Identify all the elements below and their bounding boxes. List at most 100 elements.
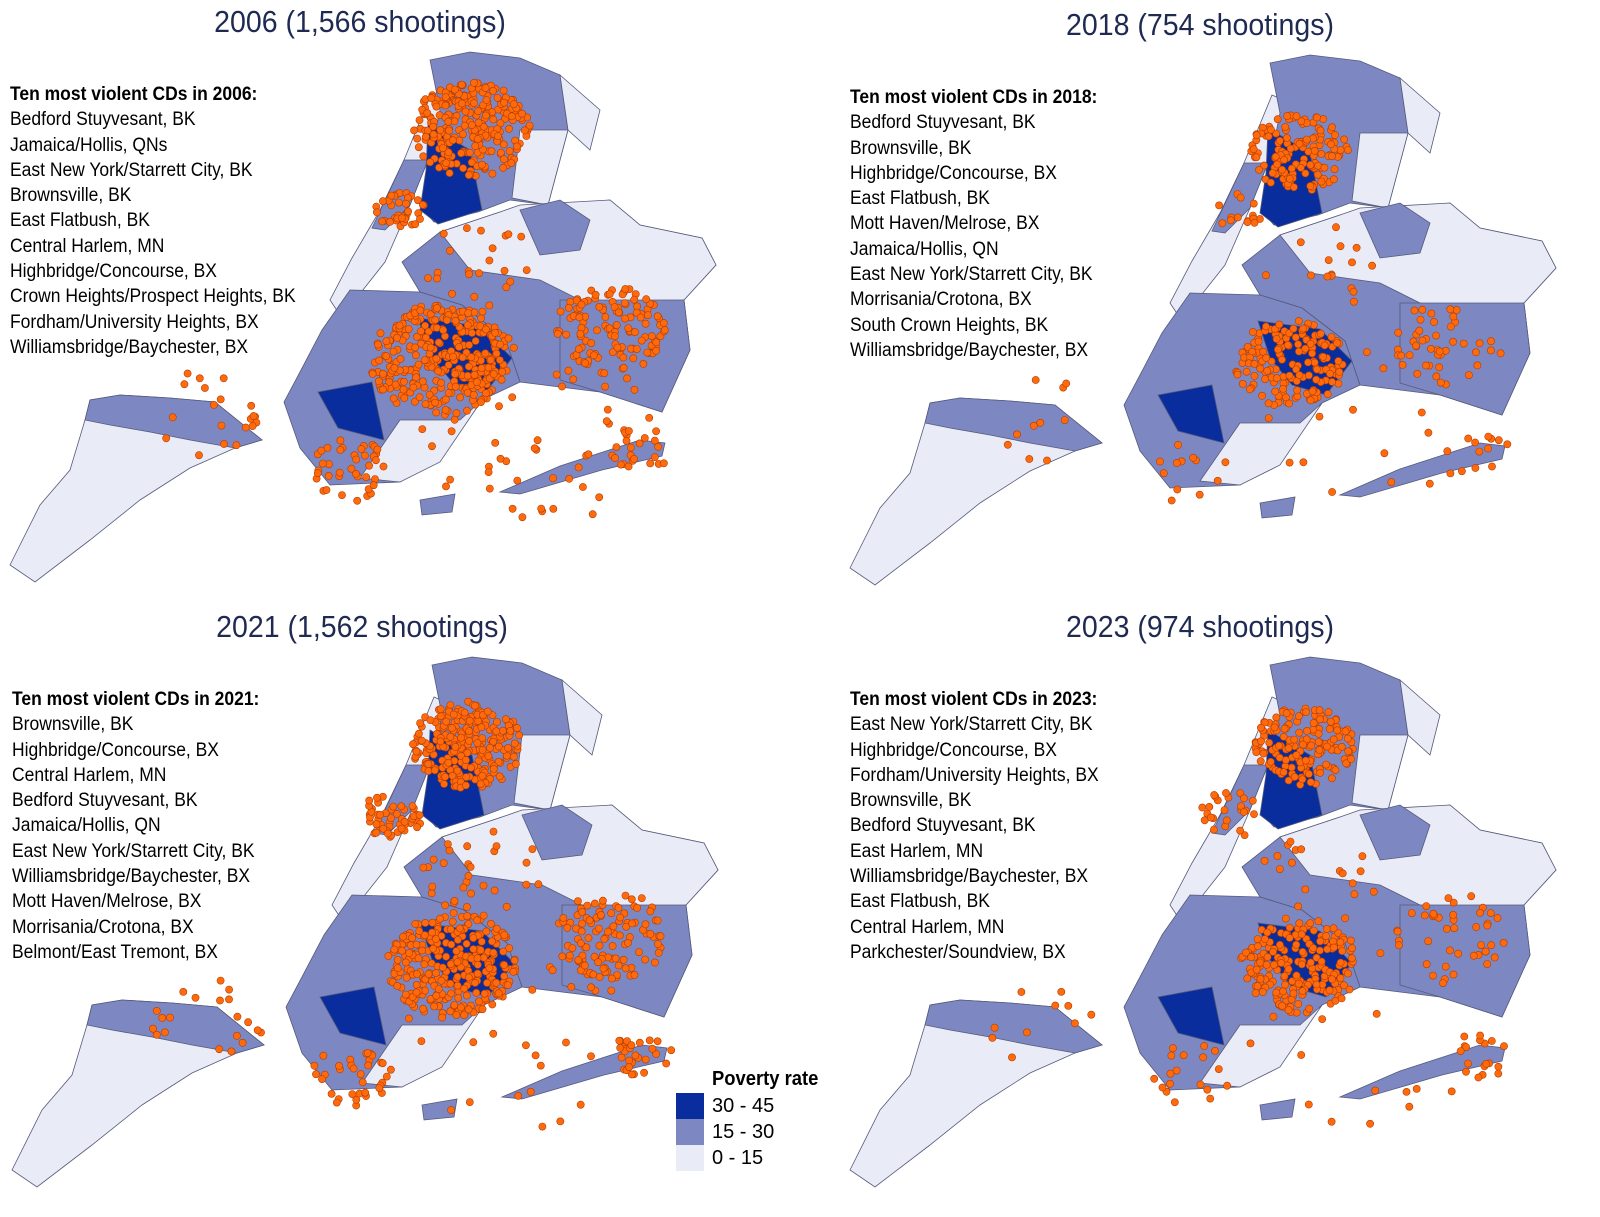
shooting-point [1327,152,1336,161]
shooting-point [477,314,485,323]
shooting-point [628,1070,636,1079]
shooting-point [1347,755,1355,763]
shooting-point [1324,256,1333,264]
shooting-point [1170,1098,1179,1107]
shooting-point [166,1013,174,1022]
panel-title: 2021 (1,562 shootings) [216,609,508,644]
shooting-point [1261,271,1270,280]
list-item: Highbridge/Concourse, BX [850,739,1057,761]
shooting-point [1284,1006,1293,1014]
shooting-point [1412,1084,1421,1093]
shooting-point [489,827,498,836]
list-item: Brownsville, BK [850,790,972,812]
shooting-point [608,348,617,357]
shooting-point [574,345,583,353]
shooting-point [411,920,420,928]
shooting-point [1496,349,1505,358]
shooting-point [418,377,427,386]
shooting-point [450,85,459,94]
shooting-point [514,1091,523,1100]
shooting-point [424,274,432,282]
shooting-point [580,961,589,970]
shooting-point [1341,914,1349,923]
shooting-point [1289,183,1298,192]
shooting-point [395,198,403,207]
shooting-point [1260,856,1269,865]
shooting-point [1285,399,1293,408]
shooting-point [428,442,436,451]
shooting-point [1296,163,1305,172]
shooting-point [1340,135,1348,144]
shooting-point [216,976,225,985]
shooting-point [1462,1043,1470,1051]
shooting-point [478,734,487,742]
shooting-point [253,1026,262,1035]
shooting-point [453,766,462,775]
shooting-point [575,313,584,322]
district-bronx-north [559,73,601,151]
shooting-point [1286,144,1295,153]
shooting-point [1167,1051,1176,1060]
shooting-point [563,923,572,932]
shooting-point [463,321,472,329]
shooting-point [1460,1032,1469,1041]
shooting-point [1294,1000,1303,1008]
shooting-point [244,1018,252,1027]
shooting-point [387,814,395,822]
shooting-point [1287,763,1296,772]
shooting-point [1330,165,1339,174]
shooting-point [443,316,451,325]
shooting-point [457,149,465,158]
shooting-point [1297,930,1306,939]
district-jfk-island [419,493,456,516]
shooting-point [492,727,501,736]
shooting-point [512,760,520,768]
shooting-point [1315,715,1324,724]
shooting-point [1263,366,1272,375]
shooting-point [507,112,516,121]
shooting-point [225,985,233,994]
shooting-point [467,353,476,362]
shooting-point [531,1051,540,1060]
shooting-point [400,817,409,826]
list-item: Jamaica/Hollis, QNs [10,134,168,156]
shooting-point [241,423,250,432]
shooting-point [1376,949,1385,957]
shooting-point [1196,1080,1205,1089]
shooting-point [1387,478,1396,487]
shooting-point [653,312,662,321]
shooting-point [613,343,622,352]
shooting-point [457,99,466,108]
shooting-point [1302,708,1310,716]
shooting-point [582,943,591,952]
shooting-point [1256,974,1265,983]
shooting-point [478,307,487,316]
shooting-point [1329,924,1338,933]
shooting-point [494,742,503,751]
shooting-point [1248,328,1257,336]
shooting-point [1236,193,1245,202]
panel-title: 2018 (754 shootings) [1066,7,1334,42]
shooting-point [615,1036,624,1045]
shooting-point [318,1075,326,1083]
shooting-point [1299,458,1308,467]
shooting-point [417,736,426,745]
shooting-point [1336,974,1345,982]
shooting-point [597,911,605,919]
district-staten-north-shore [924,999,1103,1054]
shooting-point [1415,326,1424,335]
shooting-point [505,124,513,133]
shooting-point [409,383,418,392]
shooting-point [1260,718,1269,727]
list-heading: Ten most violent CDs in 2021: [12,689,260,710]
shooting-point [1328,975,1336,984]
shooting-point [1287,858,1296,867]
shooting-point [1064,1001,1073,1010]
district-bronx-east [513,734,571,811]
shooting-point [1332,223,1340,232]
shooting-point [465,716,474,725]
shooting-point [486,743,494,752]
shooting-point [1422,960,1431,969]
shooting-point [1252,153,1261,162]
shooting-point [453,935,462,944]
